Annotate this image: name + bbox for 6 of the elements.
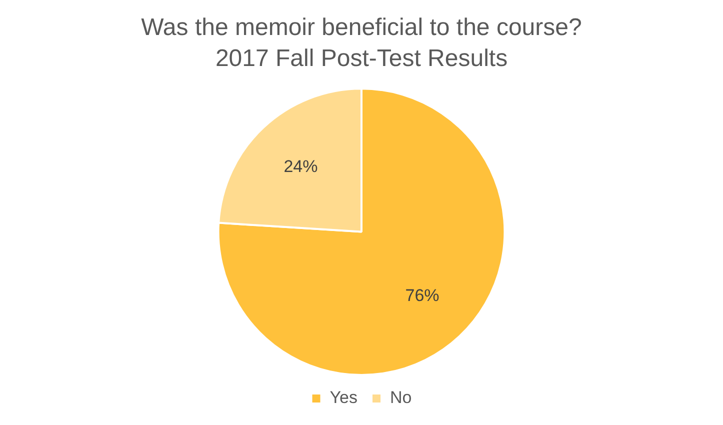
data-label: 76% <box>405 286 440 306</box>
chart-subtitle: 2017 Fall Post-Test Results <box>215 44 508 72</box>
chart-title: Was the memoir beneficial to the course? <box>141 14 582 42</box>
data-label: 24% <box>284 156 318 176</box>
legend-label: Yes <box>330 388 358 408</box>
legend-label: No <box>390 388 412 408</box>
